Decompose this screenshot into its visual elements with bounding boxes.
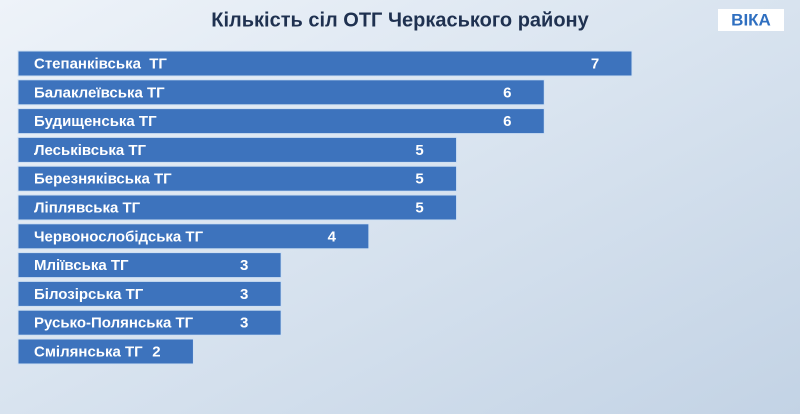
bar <box>17 79 545 106</box>
bar-label: Будищенська ТГ <box>34 113 157 130</box>
bar <box>17 108 545 135</box>
value-label: 3 <box>240 257 248 274</box>
bar-label: Балаклеївська ТГ <box>34 84 165 101</box>
bar-label: Леськівська ТГ <box>34 142 146 159</box>
value-label: 2 <box>152 343 160 360</box>
bar-label: Русько-Полянська ТГ <box>34 315 194 332</box>
value-label: 6 <box>503 84 511 101</box>
value-label: 4 <box>328 228 337 245</box>
bar-label: Смілянська ТГ <box>34 343 143 360</box>
value-label: 3 <box>240 315 248 332</box>
value-label: 5 <box>415 171 423 188</box>
bar-label: Червонослобідська ТГ <box>34 228 204 245</box>
value-label: 5 <box>415 199 423 216</box>
bar-label: Ліплявська ТГ <box>34 199 141 216</box>
bar <box>17 50 633 77</box>
bar <box>17 194 458 221</box>
value-label: 7 <box>591 55 599 72</box>
bar <box>17 136 458 163</box>
value-label: 6 <box>503 113 511 130</box>
logo: ВІКА <box>731 10 771 29</box>
chart-title: Кількість сіл ОТГ Черкаського району <box>211 9 589 31</box>
bar-label: Степанківська ТГ <box>34 55 167 72</box>
bar <box>17 165 458 192</box>
bar <box>17 223 370 250</box>
bar <box>17 309 282 336</box>
bar <box>17 280 282 307</box>
value-label: 3 <box>240 286 248 303</box>
bar <box>17 252 282 279</box>
bar-label: Березняківська ТГ <box>34 171 172 188</box>
value-label: 5 <box>415 142 423 159</box>
logo-box <box>718 9 784 31</box>
bar-label: Мліївська ТГ <box>34 257 129 274</box>
bar <box>17 338 194 365</box>
bar-label: Білозірська ТГ <box>34 286 144 303</box>
